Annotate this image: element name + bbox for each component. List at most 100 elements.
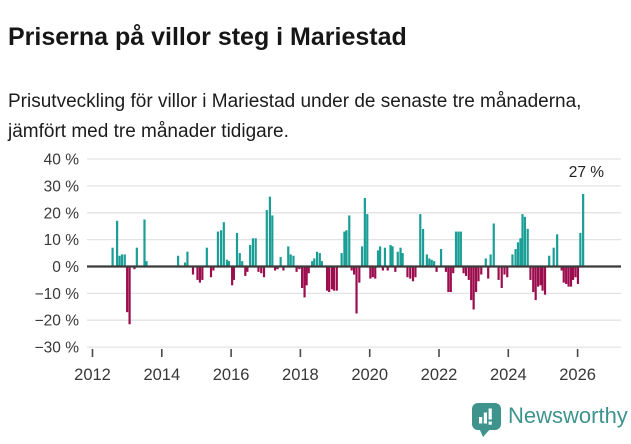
bar-positive xyxy=(556,234,559,267)
x-axis-label: 2020 xyxy=(351,366,388,384)
bar-negative xyxy=(500,266,503,288)
bar-negative xyxy=(335,266,338,291)
bar-positive xyxy=(227,261,231,267)
bar-positive xyxy=(428,258,431,267)
bar-positive xyxy=(348,215,351,267)
bar-positive xyxy=(123,254,126,267)
bar-positive xyxy=(345,230,348,267)
bar-positive xyxy=(315,251,319,267)
bar-positive xyxy=(135,247,138,267)
bar-positive xyxy=(552,247,555,267)
bar-positive xyxy=(186,251,189,267)
bar-positive xyxy=(205,247,208,267)
bar-negative xyxy=(212,266,215,271)
bar-negative xyxy=(371,266,374,278)
bar-positive xyxy=(526,228,529,267)
bar-positive xyxy=(396,251,399,267)
bar-positive xyxy=(514,249,517,267)
bar-negative xyxy=(462,266,465,274)
y-axis-label: 40 % xyxy=(44,152,80,169)
bar-negative xyxy=(537,266,540,287)
bar-negative xyxy=(381,266,384,271)
bar-negative xyxy=(477,266,480,282)
bar-negative xyxy=(574,266,577,278)
bar-negative xyxy=(231,266,234,286)
bar-negative xyxy=(569,266,573,287)
bar-negative xyxy=(126,266,129,313)
bar-positive xyxy=(519,238,522,267)
bar-positive xyxy=(548,255,551,267)
bar-negative xyxy=(295,266,298,272)
y-axis-label: 30 % xyxy=(44,178,80,195)
bar-negative xyxy=(358,266,361,283)
bar-positive xyxy=(582,193,585,267)
bar-negative xyxy=(325,266,329,291)
x-axis-label: 2014 xyxy=(143,366,180,384)
bar-negative xyxy=(330,266,334,290)
bar-negative xyxy=(503,266,506,275)
bar-positive xyxy=(241,261,244,267)
bar-negative xyxy=(303,266,306,298)
bar-negative xyxy=(406,266,409,278)
y-axis-label: −10 % xyxy=(35,286,80,303)
bar-positive xyxy=(419,214,422,267)
bar-positive xyxy=(222,222,225,267)
newsworthy-brand: Newsworthy xyxy=(470,400,631,439)
bar-positive xyxy=(489,254,492,267)
bar-positive xyxy=(311,261,314,267)
bar-positive xyxy=(249,245,252,267)
bar-positive xyxy=(251,238,255,267)
bar-positive xyxy=(521,214,524,267)
bar-negative xyxy=(201,266,204,280)
bar-positive xyxy=(254,238,257,267)
bar-positive xyxy=(340,253,343,267)
bar-positive xyxy=(287,246,290,267)
bar-negative xyxy=(353,266,356,275)
newsworthy-logo-icon xyxy=(472,403,501,437)
bar-positive xyxy=(457,231,460,267)
bar-positive xyxy=(454,231,458,267)
bar-negative xyxy=(260,266,263,274)
bar-positive xyxy=(492,223,495,267)
bar-negative xyxy=(198,266,202,283)
bar-negative xyxy=(244,266,247,276)
bar-negative xyxy=(543,266,547,295)
bar-negative xyxy=(369,266,372,279)
bar-positive xyxy=(320,261,323,267)
x-axis-label: 2026 xyxy=(559,366,596,384)
bar-positive xyxy=(433,261,436,267)
y-axis-label: 10 % xyxy=(44,232,80,249)
bar-positive xyxy=(459,231,462,267)
bar-negative xyxy=(449,266,452,293)
bar-positive xyxy=(439,249,443,267)
bar-positive xyxy=(425,254,428,267)
bar-positive xyxy=(279,257,282,267)
bar-positive xyxy=(235,232,239,267)
bar-negative xyxy=(196,266,199,280)
bar-negative xyxy=(305,266,308,286)
bar-negative xyxy=(470,266,473,301)
bar-positive xyxy=(318,253,321,267)
bar-negative xyxy=(350,266,353,271)
bar-negative xyxy=(301,266,304,288)
bar-positive xyxy=(120,254,124,267)
bar-negative xyxy=(539,266,542,286)
bar-positive xyxy=(313,258,316,267)
bar-positive xyxy=(516,242,520,267)
bar-positive xyxy=(579,232,582,267)
bar-positive xyxy=(145,261,148,267)
newsworthy-wordmark: Newsworthy xyxy=(508,403,628,428)
y-axis-label: 20 % xyxy=(44,205,80,222)
y-axis-label: −30 % xyxy=(35,340,80,357)
chart-subtitle: Prisutveckling för villor i Mariestad un… xyxy=(8,91,582,143)
bar-positive xyxy=(360,246,364,267)
bar-negative xyxy=(444,266,448,272)
bar-positive xyxy=(216,231,220,267)
bar-positive xyxy=(118,255,121,267)
bar-negative xyxy=(209,266,213,278)
bar-negative xyxy=(532,266,535,293)
bar-positive xyxy=(391,246,394,267)
bar-positive xyxy=(523,216,527,267)
bar-positive xyxy=(363,197,366,267)
